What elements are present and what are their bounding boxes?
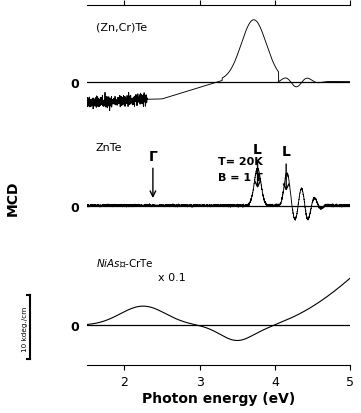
X-axis label: Photon energy (eV): Photon energy (eV) [142, 391, 295, 405]
Text: 10 kdeg./cm: 10 kdeg./cm [22, 306, 27, 351]
Text: MCD: MCD [5, 180, 19, 216]
Text: x 0.1: x 0.1 [158, 273, 186, 282]
Text: T= 20K: T= 20K [218, 157, 263, 167]
Text: B = 1 T: B = 1 T [218, 172, 263, 182]
Text: $\mathbf{L}$: $\mathbf{L}$ [252, 142, 263, 187]
Text: $\it{NiAs}$型-CrTe: $\it{NiAs}$型-CrTe [96, 256, 153, 268]
Text: (Zn,Cr)Te: (Zn,Cr)Te [96, 23, 147, 33]
Text: $\mathbf{L}$: $\mathbf{L}$ [281, 145, 291, 190]
Text: ZnTe: ZnTe [96, 142, 122, 152]
Text: $\mathbf{\Gamma}$: $\mathbf{\Gamma}$ [148, 150, 158, 197]
